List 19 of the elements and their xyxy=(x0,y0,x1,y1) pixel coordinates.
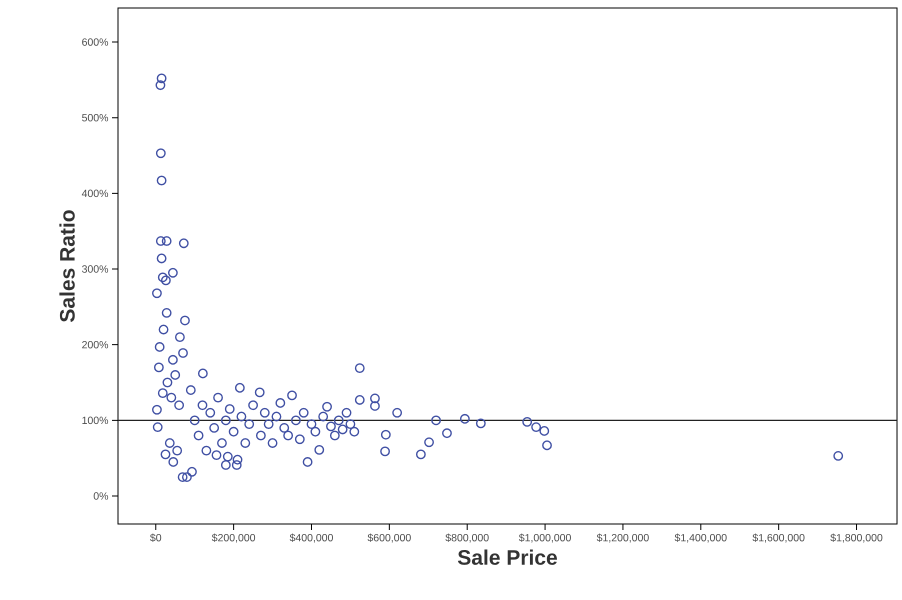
y-tick-label: 100% xyxy=(82,416,108,424)
x-tick-label: $1,200,000 xyxy=(596,534,649,543)
x-tick-label: $400,000 xyxy=(290,534,333,543)
x-tick-label: $1,800,000 xyxy=(830,534,882,543)
y-axis-title: Sales Ratio xyxy=(59,210,75,322)
x-tick-label: $600,000 xyxy=(368,534,411,543)
y-tick-label: 500% xyxy=(82,114,108,122)
x-tick-label: $0 xyxy=(150,534,162,542)
y-tick-label: 300% xyxy=(82,265,108,273)
x-tick-label: $1,000,000 xyxy=(518,534,571,543)
y-tick-label: 0% xyxy=(94,492,108,500)
x-tick-label: $1,400,000 xyxy=(674,534,727,543)
x-tick-label: $200,000 xyxy=(212,534,256,543)
y-tick-label: 200% xyxy=(82,340,108,348)
x-tick-label: $800,000 xyxy=(445,534,489,543)
y-tick-label: 400% xyxy=(82,190,108,198)
y-tick-label: 600% xyxy=(82,38,108,46)
x-tick-label: $1,600,000 xyxy=(752,534,805,543)
x-axis-title: Sale Price xyxy=(458,549,557,565)
